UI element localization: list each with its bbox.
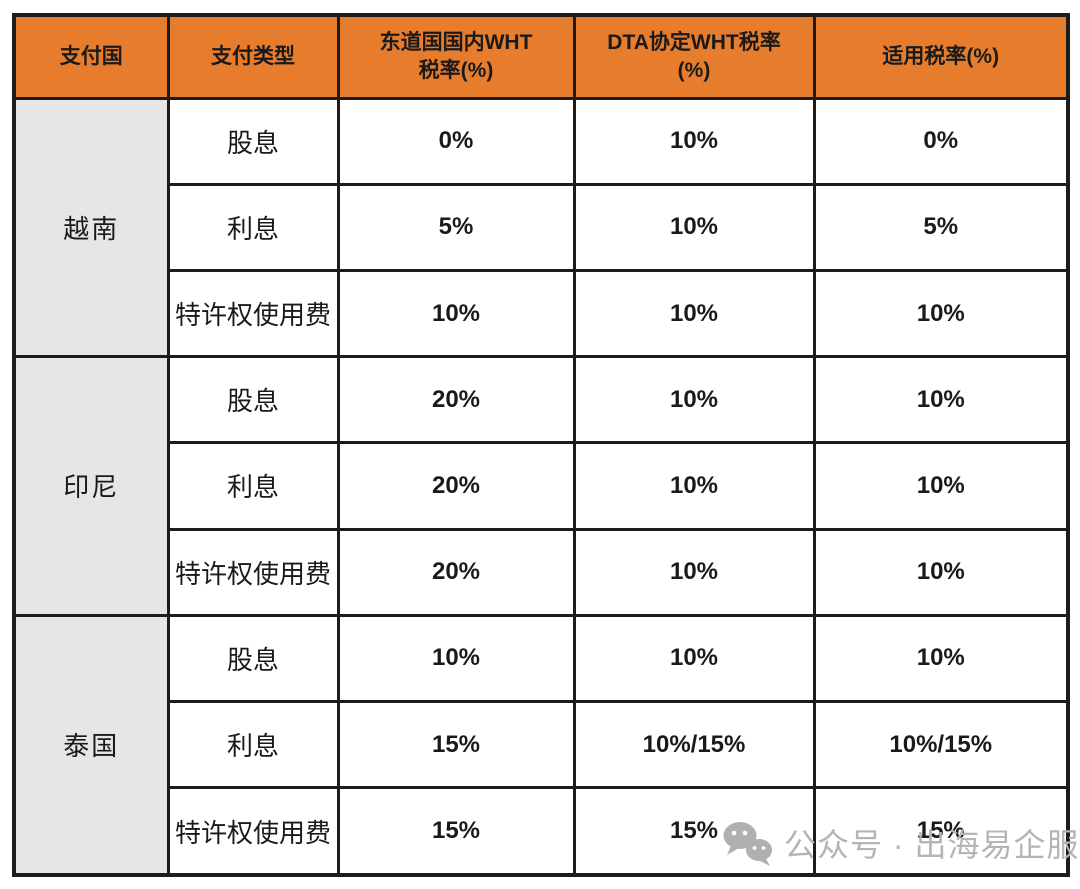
applicable-rate-cell: 5% [812,182,1070,272]
applicable-rate-cell: 10% [812,441,1070,531]
applicable-rate-cell: 10% [812,355,1070,445]
domestic-wht-cell: 20% [336,527,576,617]
payment-type-cell: 股息 [166,96,340,186]
header-payment-type: 支付类型 [166,13,340,100]
header-applicable-rate: 适用税率(%) [812,13,1070,100]
applicable-rate-cell: 0% [812,96,1070,186]
applicable-rate-cell: 10% [812,527,1070,617]
dta-wht-cell: 10% [572,355,816,445]
header-domestic-wht: 东道国国内WHT 税率(%) [336,13,576,100]
header-dta-wht: DTA协定WHT税率 (%) [572,13,816,100]
applicable-rate-cell: 15% [812,786,1070,877]
dta-wht-cell: 10% [572,527,816,617]
domestic-wht-cell: 5% [336,182,576,272]
table-row: 泰国 股息 10% 10% 10% [12,613,1070,877]
wht-rate-table: 支付国 支付类型 东道国国内WHT 税率(%) DTA协定WHT税率 (%) 适… [12,13,1070,877]
applicable-rate-cell: 10% [812,268,1070,359]
dta-wht-cell: 10%/15% [572,699,816,790]
header-row: 支付国 支付类型 东道国国内WHT 税率(%) DTA协定WHT税率 (%) 适… [12,13,1070,100]
domestic-wht-cell: 20% [336,355,576,445]
domestic-wht-cell: 0% [336,96,576,186]
payment-type-cell: 特许权使用费 [166,268,340,359]
table-row: 特许权使用费 10% 10% 10% [14,268,1070,359]
payment-type-cell: 股息 [166,613,340,703]
dta-wht-cell: 10% [572,268,816,359]
country-cell-thailand: 泰国 [12,613,170,877]
dta-wht-cell: 10% [572,182,816,272]
domestic-wht-cell: 15% [336,699,576,790]
domestic-wht-cell: 15% [336,786,576,877]
applicable-rate-cell: 10%/15% [812,699,1070,790]
dta-wht-cell: 10% [572,441,816,531]
header-country: 支付国 [12,13,170,100]
dta-wht-cell: 10% [572,613,816,703]
domestic-wht-cell: 10% [336,613,576,703]
domestic-wht-cell: 10% [336,268,576,359]
applicable-rate-cell: 10% [812,613,1070,703]
payment-type-cell: 股息 [166,355,340,445]
domestic-wht-cell: 20% [336,441,576,531]
table-row: 利息 15% 10%/15% 10%/15% [14,699,1070,790]
table-row: 利息 5% 10% 5% [14,182,1070,272]
payment-type-cell: 特许权使用费 [166,527,340,617]
table-row: 特许权使用费 15% 15% 15% [14,786,1070,877]
country-cell-indonesia: 印尼 [12,355,170,617]
country-cell-vietnam: 越南 [12,96,170,359]
payment-type-cell: 利息 [166,441,340,531]
dta-wht-cell: 10% [572,96,816,186]
payment-type-cell: 利息 [166,699,340,790]
payment-type-cell: 利息 [166,182,340,272]
table-row: 印尼 股息 20% 10% 10% [12,355,1070,617]
table-row: 利息 20% 10% 10% [14,441,1070,531]
payment-type-cell: 特许权使用费 [166,786,340,877]
dta-wht-cell: 15% [572,786,816,877]
table-row: 特许权使用费 20% 10% 10% [14,527,1070,617]
table-row: 越南 股息 0% 10% 0% [12,96,1070,359]
